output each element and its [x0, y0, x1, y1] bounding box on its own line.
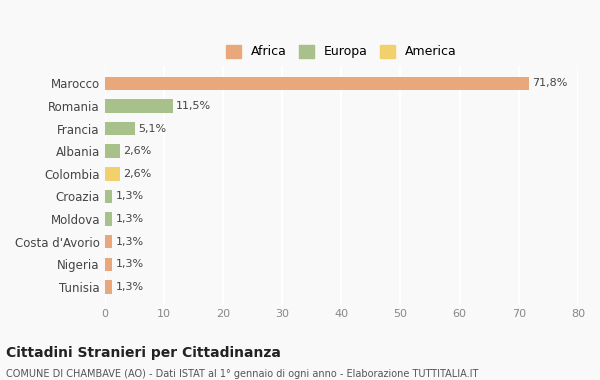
Bar [105, 190, 112, 203]
Text: Cittadini Stranieri per Cittadinanza: Cittadini Stranieri per Cittadinanza [6, 346, 281, 360]
Bar [105, 167, 120, 180]
Text: 71,8%: 71,8% [532, 78, 568, 89]
Bar [105, 122, 135, 135]
Text: 1,3%: 1,3% [115, 282, 143, 292]
Text: COMUNE DI CHAMBAVE (AO) - Dati ISTAT al 1° gennaio di ogni anno - Elaborazione T: COMUNE DI CHAMBAVE (AO) - Dati ISTAT al … [6, 369, 478, 378]
Bar [105, 99, 173, 113]
Legend: Africa, Europa, America: Africa, Europa, America [222, 41, 461, 62]
Bar [105, 212, 112, 226]
Text: 1,3%: 1,3% [115, 259, 143, 269]
Bar [105, 258, 112, 271]
Text: 2,6%: 2,6% [123, 146, 151, 156]
Text: 2,6%: 2,6% [123, 169, 151, 179]
Text: 1,3%: 1,3% [115, 214, 143, 224]
Text: 5,1%: 5,1% [138, 124, 166, 134]
Bar [105, 235, 112, 249]
Text: 1,3%: 1,3% [115, 192, 143, 201]
Bar [105, 77, 529, 90]
Bar [105, 144, 120, 158]
Bar [105, 280, 112, 294]
Text: 11,5%: 11,5% [176, 101, 211, 111]
Text: 1,3%: 1,3% [115, 237, 143, 247]
